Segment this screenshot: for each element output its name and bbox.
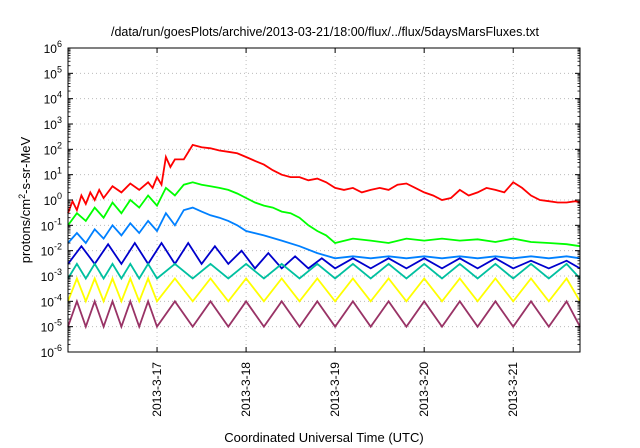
y-tick-label-base: 10 xyxy=(41,346,55,360)
y-tick-label: 100 xyxy=(44,191,62,208)
series-line-2 xyxy=(67,181,581,248)
y-tick-label: 10-3 xyxy=(41,267,62,284)
x-axis-label: Coordinated Universal Time (UTC) xyxy=(224,430,423,445)
x-tick-label: 2013-3-19 xyxy=(328,362,342,417)
y-tick-label-exp: -6 xyxy=(54,343,62,353)
y-tick-label-base: 10 xyxy=(44,169,58,183)
y-tick-label-base: 10 xyxy=(44,143,58,157)
series-line-6 xyxy=(67,276,581,304)
y-tick-label: 102 xyxy=(44,140,62,157)
y-tick-label-exp: 3 xyxy=(57,115,62,125)
x-tick-label: 2013-3-17 xyxy=(150,362,164,417)
y-tick-label-base: 10 xyxy=(41,295,55,309)
series-line-5 xyxy=(67,262,581,281)
series-line-4 xyxy=(67,241,581,270)
y-tick-label: 106 xyxy=(44,39,62,56)
y-tick-label-exp: 0 xyxy=(57,191,62,201)
y-axis-label-sup: 2 xyxy=(17,194,27,199)
y-tick-label-exp: -3 xyxy=(54,267,62,277)
y-tick-label-exp: 4 xyxy=(57,90,62,100)
y-tick-label-exp: 2 xyxy=(57,140,62,150)
y-tick-label-base: 10 xyxy=(41,245,55,259)
y-tick-label: 105 xyxy=(44,64,62,81)
y-axis-ticks: 10-610-510-410-310-210-11001011021031041… xyxy=(41,39,580,360)
y-tick-label: 10-1 xyxy=(41,216,62,233)
y-tick-label-base: 10 xyxy=(41,219,55,233)
y-tick-label-base: 10 xyxy=(41,270,55,284)
y-tick-label-exp: -1 xyxy=(54,216,62,226)
y-tick-label: 10-2 xyxy=(41,242,62,259)
y-tick-label-base: 10 xyxy=(44,118,58,132)
y-tick-label: 104 xyxy=(44,90,62,107)
y-tick-label-base: 10 xyxy=(41,321,55,335)
y-tick-label-exp: -4 xyxy=(54,292,62,302)
y-tick-label-exp: -5 xyxy=(54,318,62,328)
y-tick-label-exp: 1 xyxy=(57,166,62,176)
series-lines xyxy=(67,143,581,330)
y-tick-label: 10-5 xyxy=(41,318,62,335)
y-tick-label-base: 10 xyxy=(44,194,58,208)
y-tick-label-exp: 6 xyxy=(57,39,62,49)
series-line-7 xyxy=(67,298,581,330)
y-tick-label: 101 xyxy=(44,166,62,183)
y-tick-label: 103 xyxy=(44,115,62,132)
y-tick-label-base: 10 xyxy=(44,42,58,56)
series-line-3 xyxy=(67,206,581,260)
y-tick-label: 10-6 xyxy=(41,343,62,360)
y-tick-label: 10-4 xyxy=(41,292,62,309)
x-tick-label: 2013-3-21 xyxy=(506,362,520,417)
x-tick-label: 2013-3-18 xyxy=(239,362,253,417)
chart-title: /data/run/goesPlots/archive/2013-03-21/1… xyxy=(111,25,540,39)
x-axis-ticks: 2013-3-17 2013-3-18 2013-3-19 2013-3-20 2013… xyxy=(150,48,520,417)
y-tick-label-exp: -2 xyxy=(54,242,62,252)
y-tick-label-exp: 5 xyxy=(57,64,62,74)
grid-lines xyxy=(68,48,580,352)
y-axis-label-base: protons/cm xyxy=(18,199,33,263)
y-tick-label-base: 10 xyxy=(44,93,58,107)
y-tick-label-base: 10 xyxy=(44,67,58,81)
x-tick-label: 2013-3-20 xyxy=(417,362,431,417)
y-axis-label-rest: -s-sr-MeV xyxy=(18,136,33,193)
y-axis-label: protons/cm2-s-sr-MeV xyxy=(17,136,33,263)
series-line-1 xyxy=(67,143,581,214)
